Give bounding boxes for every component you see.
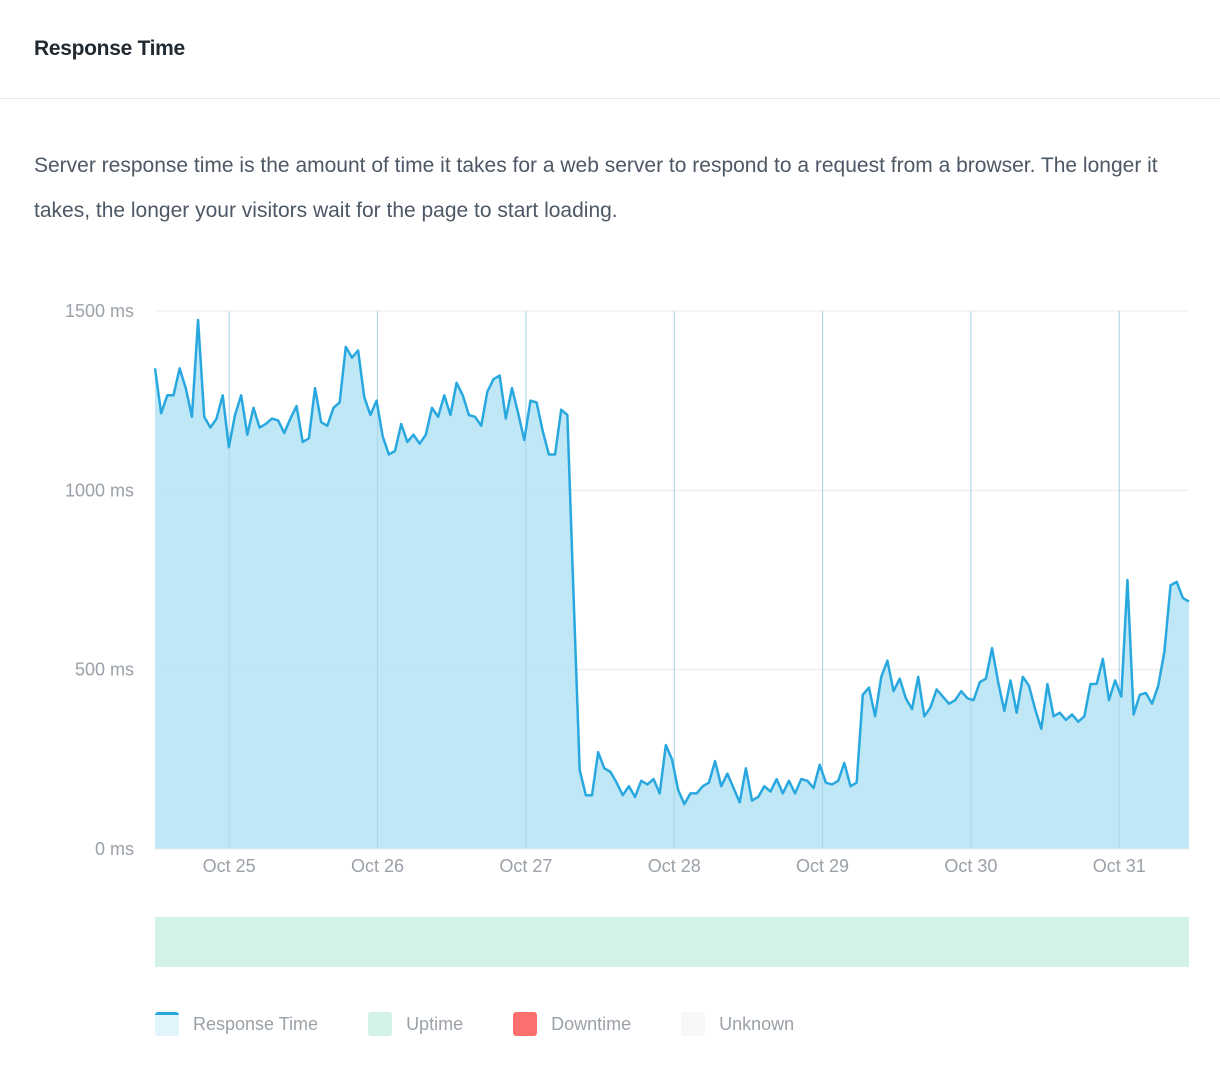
legend-item-response-time: Response Time xyxy=(155,1012,318,1036)
x-tick-label: Oct 26 xyxy=(351,856,404,876)
y-tick-label: 1500 ms xyxy=(65,301,134,321)
legend-label: Uptime xyxy=(406,1013,464,1034)
legend-item-unknown: Unknown xyxy=(681,1012,794,1036)
x-tick-label: Oct 27 xyxy=(499,856,552,876)
legend-item-uptime: Uptime xyxy=(368,1012,463,1036)
x-tick-label: Oct 30 xyxy=(944,856,997,876)
y-tick-label: 0 ms xyxy=(95,839,134,859)
legend-swatch xyxy=(368,1012,393,1036)
x-tick-label: Oct 28 xyxy=(648,856,701,876)
description-text: Server response time is the amount of ti… xyxy=(34,154,1158,222)
response-time-area xyxy=(155,319,1189,850)
y-tick-label: 1000 ms xyxy=(65,480,134,500)
legend-item-downtime: Downtime xyxy=(513,1012,631,1036)
legend-swatch xyxy=(513,1012,538,1036)
chart-svg: 0 ms 500 ms 1000 ms 1500 ms Oct 25 Oct 26 Oct … xyxy=(65,301,1190,876)
card-title: Response Time xyxy=(34,37,185,60)
legend-label: Response Time xyxy=(193,1013,319,1034)
y-tick-label: 500 ms xyxy=(75,660,134,680)
response-time-line xyxy=(153,318,1190,806)
x-tick-label: Oct 25 xyxy=(203,856,256,876)
x-tick-label: Oct 31 xyxy=(1093,856,1146,876)
x-tick-label: Oct 29 xyxy=(796,856,849,876)
legend-swatch xyxy=(155,1012,179,1036)
uptime-bar xyxy=(155,917,1189,967)
chart-legend: Response Time Uptime Downtime Unknown xyxy=(155,1010,844,1038)
card-header: Response Time xyxy=(0,0,1220,99)
legend-swatch xyxy=(681,1012,706,1036)
legend-label: Downtime xyxy=(551,1013,632,1034)
response-time-chart: 0 ms 500 ms 1000 ms 1500 ms Oct 25 Oct 26 Oct … xyxy=(0,280,1220,900)
legend-label: Unknown xyxy=(719,1013,795,1034)
